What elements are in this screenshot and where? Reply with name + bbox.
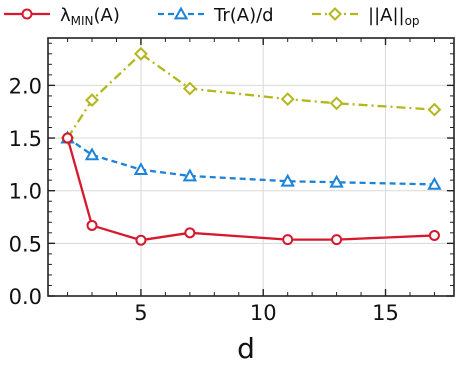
axis-ticks: 5 10 15 0.0 0.5 1.0 1.5 2.0: [9, 38, 454, 325]
data-point: [182, 81, 197, 96]
data-point: [280, 173, 295, 187]
legend-label-main: Tr(A)/d: [213, 5, 274, 26]
plot-frame: [47, 37, 455, 297]
y-tick-label: 0.5: [9, 232, 42, 256]
legend-label-sub: MIN: [71, 14, 94, 28]
legend-item: λMIN(A): [4, 5, 120, 28]
legend-marker: [21, 8, 33, 20]
legend-label-sub: op: [405, 14, 420, 28]
data-point: [428, 229, 440, 241]
series-layer: [60, 46, 442, 246]
legend-label-tail: (A): [94, 5, 120, 26]
y-tick-label: 1.5: [9, 127, 42, 151]
y-tick-label: 0.0: [9, 285, 42, 309]
data-point: [282, 234, 294, 246]
series-diamond: [60, 46, 442, 145]
x-tick-label: 10: [250, 301, 277, 325]
legend-label: λMIN(A): [60, 5, 120, 28]
data-point: [280, 92, 295, 106]
y-tick-label: 1.0: [9, 180, 42, 204]
data-point: [329, 96, 344, 111]
legend-item: ||A||op: [312, 5, 420, 28]
data-point: [184, 227, 196, 239]
data-point: [133, 162, 149, 176]
data-point: [331, 234, 343, 246]
legend-item: Tr(A)/d: [158, 5, 274, 26]
data-point: [182, 168, 198, 182]
legend-label: ||A||op: [368, 5, 420, 28]
legend-label-main: ||A||: [368, 5, 405, 26]
data-point: [427, 102, 442, 117]
series-line: [66, 137, 435, 242]
x-axis-label: d: [237, 332, 255, 365]
legend-label: Tr(A)/d: [213, 5, 274, 26]
data-point: [135, 234, 147, 246]
series-circle: [62, 132, 440, 246]
legend-marker: [328, 7, 342, 21]
legend-marker: [173, 6, 189, 20]
data-point: [427, 176, 442, 190]
legend-label-main: λ: [60, 5, 71, 26]
x-tick-label: 5: [134, 301, 147, 325]
x-tick-label: 15: [372, 301, 399, 325]
y-tick-label: 2.0: [9, 74, 42, 98]
data-point: [86, 219, 98, 231]
series-line: [66, 52, 435, 139]
series-line: [66, 137, 435, 186]
data-point: [329, 174, 344, 188]
data-point: [84, 147, 100, 161]
data-point: [134, 46, 148, 61]
data-point: [85, 93, 99, 108]
legend: λMIN(A) Tr(A)/d ||A||op: [4, 5, 420, 28]
data-point: [62, 132, 74, 144]
grid: [48, 38, 454, 296]
series-triangle: [60, 130, 442, 190]
